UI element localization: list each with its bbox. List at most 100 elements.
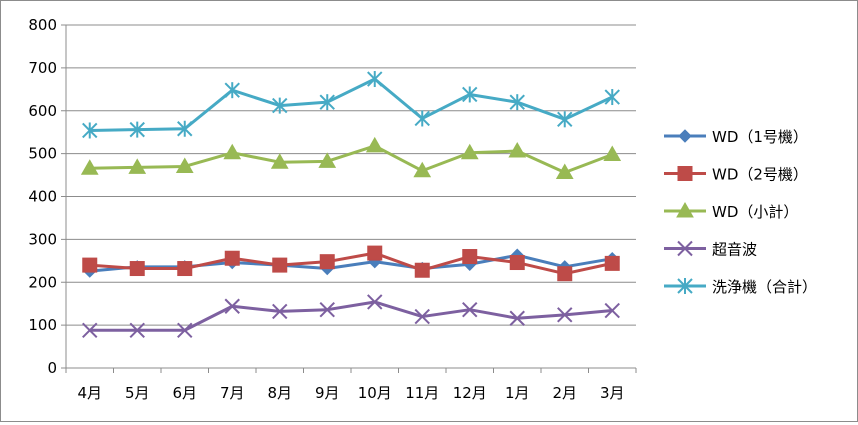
- data-point: [462, 301, 478, 318]
- data-point: [272, 97, 288, 114]
- legend-marker: [678, 129, 692, 143]
- legend-label: 洗浄機（合計）: [712, 278, 817, 296]
- legend-marker: [677, 278, 693, 294]
- y-tick-label: 500: [28, 145, 57, 163]
- legend-marker: [677, 166, 693, 181]
- data-point: [604, 89, 620, 106]
- data-point: [414, 308, 430, 325]
- data-point: [604, 302, 620, 319]
- y-tick-label: 600: [28, 102, 57, 120]
- data-point: [129, 261, 145, 277]
- x-tick-label: 8月: [267, 384, 292, 402]
- axes: 0 100 200 300 400 500 600 700 800 4月 5月 6月 7月 8月 9月 10月…: [28, 16, 637, 402]
- data-point: [319, 94, 335, 111]
- series-line: [89, 251, 613, 276]
- legend-label: WD（小計）: [712, 203, 798, 221]
- data-point: [270, 153, 289, 169]
- data-point: [367, 245, 383, 261]
- data-point: [319, 254, 335, 270]
- series-3: [80, 136, 622, 179]
- data-point: [224, 298, 240, 314]
- x-tick-label: 11月: [405, 384, 439, 402]
- x-tick-label: 1月: [505, 384, 530, 402]
- series-line: [89, 253, 613, 273]
- data-point: [365, 136, 384, 153]
- data-point: [82, 257, 98, 273]
- series-5: [82, 71, 620, 139]
- x-tick-label: 2月: [552, 384, 577, 402]
- series-4: [82, 294, 620, 338]
- legend-item: 洗浄機（合計）: [664, 278, 817, 296]
- data-point: [508, 142, 527, 158]
- x-tick-label: 5月: [125, 384, 150, 402]
- data-point: [272, 303, 288, 320]
- data-point: [129, 322, 145, 338]
- legend-item: WD（1号機）: [664, 128, 808, 146]
- data-point: [509, 94, 525, 111]
- legend-item: WD（小計）: [664, 201, 798, 221]
- series-1: [83, 248, 619, 278]
- data-point: [462, 249, 478, 265]
- data-point: [129, 121, 145, 138]
- x-tick-label: 12月: [453, 384, 487, 402]
- x-tick-label: 3月: [600, 384, 625, 402]
- legend-marker: [676, 201, 694, 218]
- data-point: [557, 111, 573, 128]
- data-point: [175, 157, 194, 173]
- series-line: [89, 300, 613, 332]
- data-point: [604, 255, 620, 271]
- data-point: [318, 152, 337, 168]
- data-point: [509, 255, 525, 271]
- data-point: [177, 120, 193, 137]
- data-point: [319, 301, 335, 318]
- x-tick-label: 9月: [315, 384, 340, 402]
- x-tick-label: 7月: [220, 384, 245, 402]
- y-tick-label: 0: [47, 359, 57, 377]
- x-tick-label: 4月: [77, 384, 102, 402]
- legend-label: WD（2号機）: [712, 166, 808, 184]
- series-group: [80, 71, 622, 338]
- data-point: [557, 266, 573, 282]
- data-point: [82, 322, 98, 338]
- y-tick-label: 400: [28, 188, 57, 206]
- legend-item: 超音波: [664, 241, 757, 259]
- data-point: [177, 322, 193, 338]
- data-point: [82, 122, 98, 139]
- data-point: [414, 262, 430, 278]
- data-point: [224, 250, 240, 266]
- data-point: [413, 161, 432, 178]
- data-point: [80, 159, 99, 175]
- series-line: [89, 144, 613, 174]
- data-point: [128, 158, 147, 174]
- legend-item: WD（2号機）: [664, 166, 808, 184]
- data-point: [414, 110, 430, 127]
- data-point: [272, 257, 288, 273]
- y-tick-label: 300: [28, 230, 57, 248]
- data-point: [555, 163, 574, 179]
- data-point: [223, 143, 242, 160]
- data-point: [557, 307, 573, 323]
- data-point: [177, 261, 193, 277]
- data-point: [367, 71, 383, 88]
- legend-label: 超音波: [712, 241, 757, 259]
- series-line: [89, 77, 613, 132]
- y-tick-label: 800: [28, 16, 57, 34]
- data-point: [367, 294, 383, 310]
- series-2: [82, 245, 620, 282]
- y-tick-label: 200: [28, 273, 57, 291]
- data-point: [509, 310, 525, 326]
- legend-label: WD（1号機）: [712, 128, 808, 146]
- data-point: [224, 82, 240, 99]
- data-point: [462, 86, 478, 103]
- data-point: [603, 145, 622, 161]
- data-point: [460, 143, 479, 160]
- legend-marker: [677, 240, 693, 257]
- gridlines: [66, 24, 636, 326]
- y-tick-label: 100: [28, 316, 57, 334]
- x-tick-label: 6月: [172, 384, 197, 402]
- y-tick-label: 700: [28, 59, 57, 77]
- x-tick-label: 10月: [358, 384, 392, 402]
